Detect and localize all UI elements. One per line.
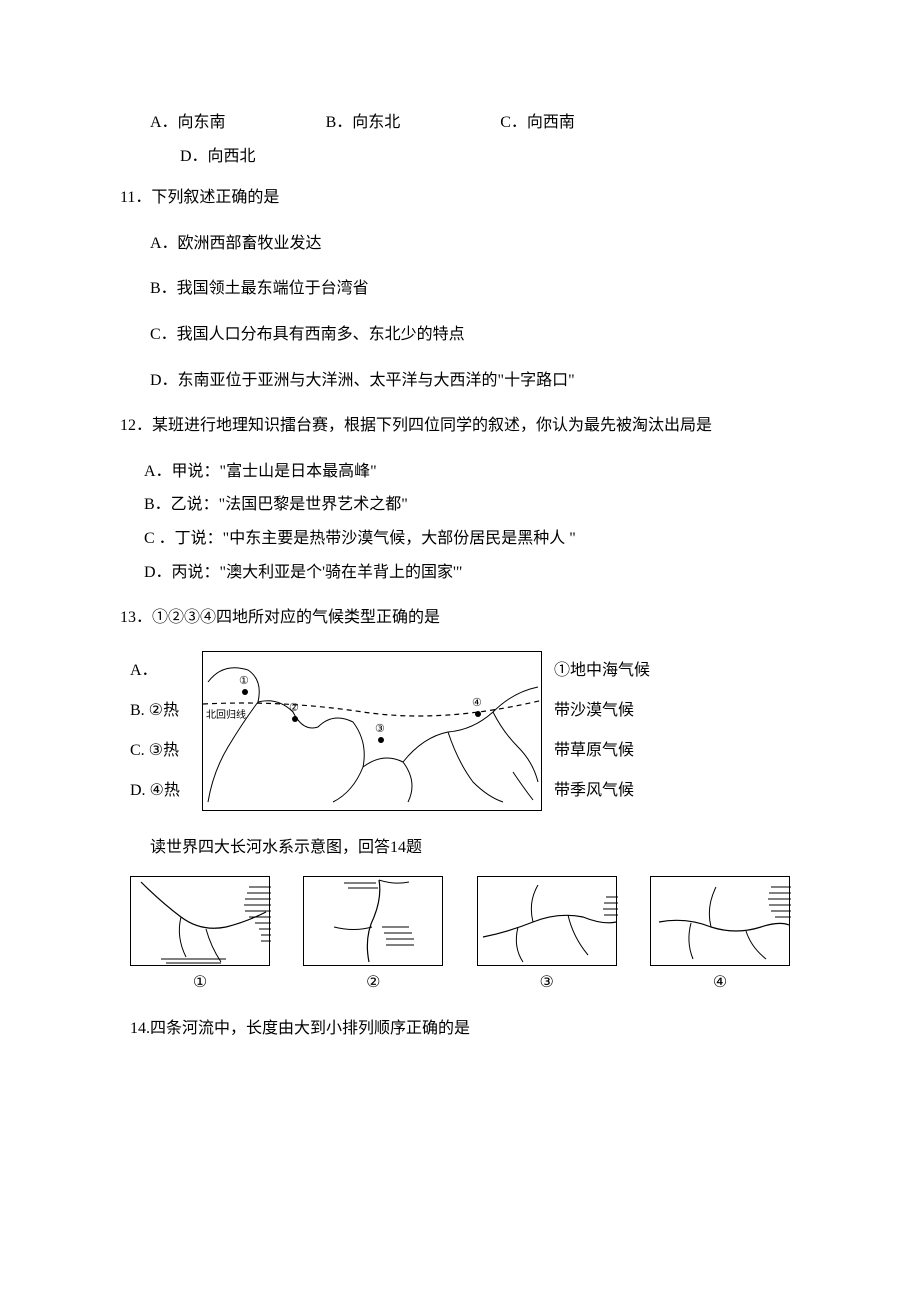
river-svg-4 (651, 877, 791, 967)
svg-text:③: ③ (375, 723, 385, 735)
river-svg-1 (131, 877, 271, 967)
river-label-2: ② (303, 970, 443, 996)
river-svg-3 (478, 877, 618, 967)
q13-map: ① ② ③ ④ 北回归线 (202, 651, 542, 811)
q11-option-a: A．欧洲西部畜牧业发达 (150, 231, 800, 257)
q13-a-right: ①地中海气候 (554, 658, 650, 684)
q13-wrapper: A． B. ②热 C. ③热 D. ④热 ① ② ③ ④ 北回归线 (130, 651, 800, 811)
river-svg-2 (304, 877, 444, 967)
river-labels: ① ② ③ ④ (130, 970, 790, 996)
q10-option-c: C．向西南 (500, 110, 575, 136)
q10-options-row: A．向东南 B．向东北 C．向西南 (150, 110, 800, 136)
svg-text:④: ④ (472, 697, 482, 709)
q10-option-d: D．向西北 (180, 144, 800, 170)
svg-text:①: ① (239, 675, 249, 687)
q13-left-labels: A． B. ②热 C. ③热 D. ④热 (130, 651, 190, 811)
q13-c-right: 带草原气候 (554, 738, 650, 764)
q11-option-d: D．东南亚位于亚洲与大洋洲、太平洋与大西洋的"十字路口" (150, 368, 800, 394)
q13-d-right: 带季风气候 (554, 778, 650, 804)
river-panel-2 (303, 876, 443, 966)
q13-d-left: D. ④热 (130, 778, 190, 804)
river-label-4: ④ (650, 970, 790, 996)
q13-a-left: A． (130, 658, 190, 684)
q12-option-b: B．乙说："法国巴黎是世界艺术之都" (144, 492, 800, 518)
river-panels (130, 876, 790, 966)
river-panel-1 (130, 876, 270, 966)
q10-option-a: A．向东南 (150, 110, 226, 136)
svg-text:②: ② (289, 702, 299, 714)
q13-title: 13．①②③④四地所对应的气候类型正确的是 (120, 605, 800, 631)
river-label-1: ① (130, 970, 270, 996)
river-label-3: ③ (477, 970, 617, 996)
river-panel-4 (650, 876, 790, 966)
q13-c-left: C. ③热 (130, 738, 190, 764)
q14-title: 14.四条河流中，长度由大到小排列顺序正确的是 (130, 1016, 800, 1042)
q12-option-c: C ．丁说："中东主要是热带沙漠气候，大部份居民是黑种人 " (144, 526, 800, 552)
q11-option-b: B．我国领土最东端位于台湾省 (150, 276, 800, 302)
q14-instruction: 读世界四大长河水系示意图，回答14题 (150, 835, 800, 861)
q13-b-right: 带沙漠气候 (554, 698, 650, 724)
q10-option-b: B．向东北 (326, 110, 401, 136)
q12-title: 12．某班进行地理知识擂台赛，根据下列四位同学的叙述，你认为最先被淘汰出局是 (120, 413, 800, 439)
river-panel-3 (477, 876, 617, 966)
q12-option-a: A．甲说："富士山是日本最高峰" (144, 459, 800, 485)
q12-option-d: D．丙说："澳大利亚是个'骑在羊背上的国家'" (144, 560, 800, 586)
q13-tropic-label: 北回归线 (206, 708, 246, 724)
q13-right-labels: ①地中海气候 带沙漠气候 带草原气候 带季风气候 (554, 651, 650, 811)
q11-title: 11．下列叙述正确的是 (120, 185, 800, 211)
q13-b-left: B. ②热 (130, 698, 190, 724)
q11-option-c: C．我国人口分布具有西南多、东北少的特点 (150, 322, 800, 348)
q13-map-svg: ① ② ③ ④ (203, 652, 543, 812)
